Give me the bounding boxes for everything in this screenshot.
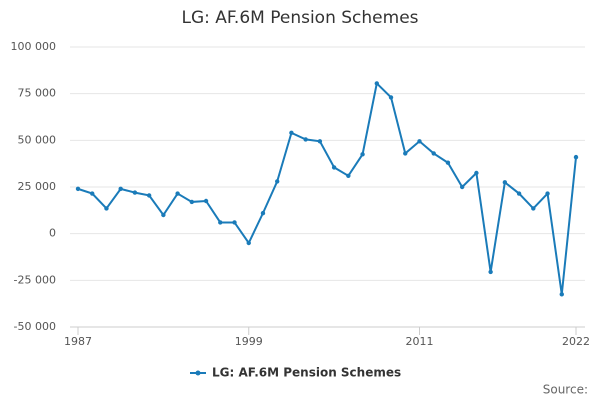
data-point [246, 240, 251, 246]
y-tick-label: 25 000 [18, 180, 57, 193]
data-point [118, 186, 123, 192]
data-point [531, 206, 536, 211]
data-point [75, 186, 81, 192]
data-point [573, 154, 579, 160]
data-point [104, 206, 109, 211]
data-point [346, 173, 351, 178]
data-point [459, 184, 465, 190]
data-point [90, 191, 95, 196]
source: Source: [543, 383, 588, 397]
y-tick-label: 75 000 [18, 87, 57, 100]
data-point [146, 193, 152, 198]
data-point [303, 137, 308, 142]
data-point [445, 160, 451, 165]
x-tick-label: 2011 [405, 335, 433, 348]
x-tick-label: 1987 [64, 335, 92, 348]
data-point [488, 269, 493, 275]
data-point [374, 81, 379, 86]
data-point [559, 292, 564, 297]
data-point [275, 179, 280, 184]
data-point [403, 151, 408, 156]
series-line [77, 81, 577, 295]
data-point [474, 170, 479, 176]
y-tick-label: -25 000 [14, 273, 56, 286]
x-tick-label: 1999 [235, 335, 263, 348]
x-tick-label: 2022 [562, 335, 590, 348]
data-point [175, 191, 180, 196]
legend-marker [195, 370, 201, 376]
data-point [388, 95, 394, 100]
y-tick-label: -50 000 [14, 320, 56, 333]
data-point [516, 191, 522, 196]
data-point [545, 191, 550, 196]
data-point [218, 220, 223, 225]
chart-title: LG: AF.6M Pension Schemes [181, 8, 418, 28]
y-tick-label: 100 000 [11, 40, 57, 53]
data-point [203, 198, 209, 204]
data-point [431, 151, 436, 156]
y-tick-label: 0 [49, 227, 56, 240]
data-point [417, 139, 422, 144]
data-point [360, 152, 365, 157]
data-point [161, 212, 166, 218]
data-point [502, 180, 508, 185]
data-point [289, 130, 294, 136]
data-point [189, 199, 195, 205]
data-point [317, 139, 323, 144]
data-point [132, 190, 138, 195]
data-point [260, 210, 266, 216]
legend-label: LG: AF.6M Pension Schemes [212, 366, 401, 380]
y-tick-label: 50 000 [18, 133, 57, 146]
data-point [331, 165, 337, 170]
data-point [232, 220, 237, 225]
